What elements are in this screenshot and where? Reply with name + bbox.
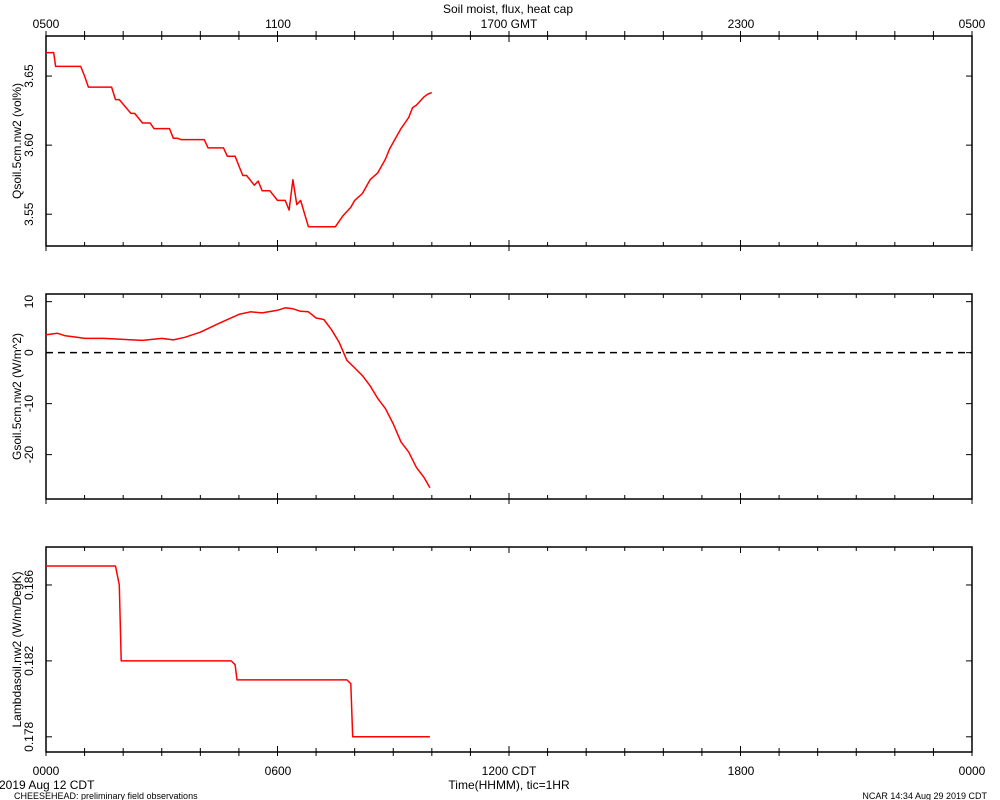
y-tick-label: -20 [22,446,36,464]
y-axis-label: Lambdasoil.nw2 (W/m/DegK) [10,571,24,727]
series-line [46,565,430,738]
y-axis-label: Gsoil.5cm.nw2 (W/m^2) [10,333,24,460]
y-tick-label: 3.65 [22,64,36,88]
y-tick-label: 10 [22,295,36,309]
top-tick-label: 2300 [728,17,755,31]
top-tick-label: 0500 [959,17,986,31]
y-tick-label: 0.182 [22,646,36,676]
y-tick-label: 3.60 [22,133,36,157]
y-tick-label: 3.55 [22,202,36,226]
bottom-tick-label: 0000 [33,764,60,778]
y-tick-label: 0.178 [22,721,36,751]
bottom-time-axis-labels: 0000 0600 1200 CDT 1800 0000 [33,764,986,778]
y-tick-label: 0.186 [22,570,36,600]
series-line [46,51,433,228]
date-label: 2019 Aug 12 CDT [0,778,95,792]
x-axis-label: Time(HHMM), tic=1HR [448,778,570,792]
bottom-tick-label: 1800 [728,764,755,778]
y-tick-label: 0 [22,349,36,356]
y-tick-label: -10 [22,395,36,413]
plot-frame [45,546,973,753]
credit-label: NCAR 14:34 Aug 29 2019 CDT [862,791,987,800]
bottom-tick-label: 0000 [959,764,986,778]
project-label: CHEESEHEAD: preliminary field observatio… [14,791,198,800]
bottom-tick-label: 1200 CDT [482,764,537,778]
y-axis-label: Qsoil.5cm.nw2 (vol%) [10,83,24,199]
chart-title: Soil moist, flux, heat cap [443,2,573,16]
plot-frame [45,35,973,247]
series-line [45,307,431,489]
top-tick-label: 0500 [33,17,60,31]
bottom-tick-label: 0600 [265,764,292,778]
top-time-axis-labels: 0500 1100 1700 GMT 2300 0500 [33,17,986,31]
plot-frame [45,293,973,500]
top-tick-label: 1100 [265,17,291,31]
top-tick-label: 1700 GMT [481,17,538,31]
